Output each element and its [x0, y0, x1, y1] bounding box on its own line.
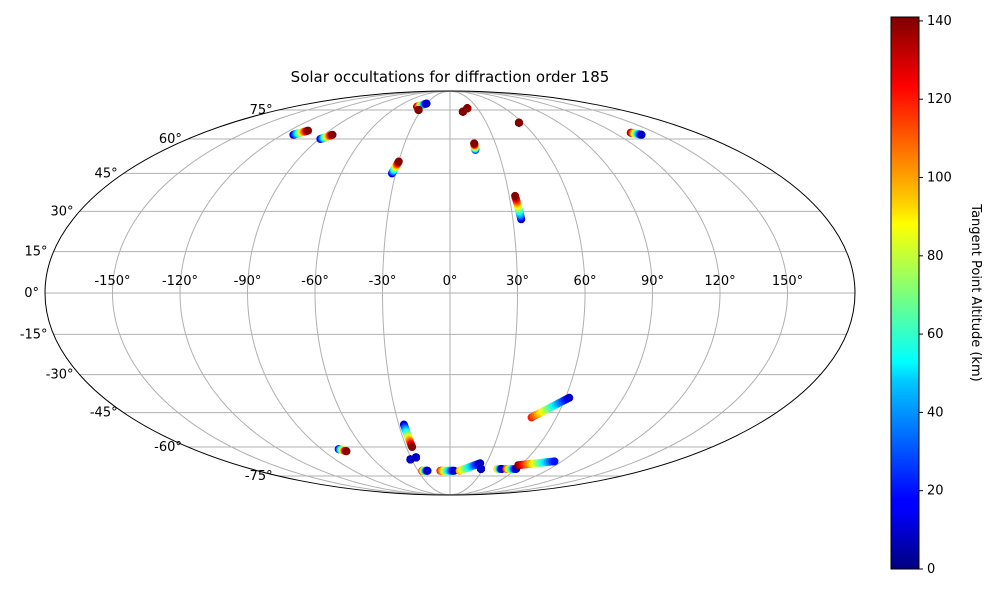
occultation-point: [637, 130, 646, 139]
colorbar-tick-label: 0: [927, 562, 935, 577]
colorbar-tick-label: 80: [927, 249, 944, 264]
lat-tick-label: -15°: [20, 327, 48, 342]
colorbar-tick-label: 40: [927, 405, 944, 420]
chart-title: Solar occultations for diffraction order…: [291, 68, 610, 86]
lon-tick-label: 90°: [641, 274, 664, 289]
colorbar-tick-label: 140: [927, 14, 952, 29]
occultation-point: [514, 118, 523, 127]
lon-tick-label: 30°: [506, 274, 529, 289]
occultation-point: [328, 130, 337, 139]
colorbar: [890, 16, 920, 570]
lon-tick-label: 0°: [443, 274, 458, 289]
lon-tick-label: 60°: [573, 274, 596, 289]
axis-tick-labels: -150° -120° -90° -60° -30° 0° 30° 60° 90° 120° 150…: [20, 103, 803, 484]
lon-tick-label: -30°: [369, 274, 397, 289]
occultation-point: [422, 99, 431, 108]
meridian-line: [111, 90, 451, 496]
lat-tick-label: 60°: [159, 132, 182, 147]
occultation-point: [408, 443, 417, 451]
colorbar-label: Tangent Point Altitude (km): [968, 203, 983, 381]
lat-tick-label: -75°: [245, 469, 273, 484]
meridian-line: [449, 90, 654, 496]
occultation-point: [476, 464, 485, 473]
lat-tick-label: 15°: [25, 245, 48, 260]
occultation-point: [304, 126, 313, 135]
colorbar-tick-label: 100: [927, 171, 952, 186]
colorbar-tick-label: 20: [927, 484, 944, 499]
colorbar-ticks: 0 20 40 60 80 100 120 140: [919, 14, 952, 577]
occultation-point: [565, 393, 574, 402]
lon-tick-label: 150°: [772, 274, 803, 289]
occultation-points: [289, 99, 646, 475]
occultation-point: [414, 105, 423, 114]
lat-tick-label: -30°: [46, 368, 74, 383]
lat-tick-label: 30°: [50, 204, 73, 219]
occultation-point: [412, 453, 420, 462]
map-boundary: [44, 90, 856, 496]
colorbar-tick-label: 60: [927, 327, 944, 342]
lon-tick-label: -150°: [94, 274, 130, 289]
graticule-grid: [45, 90, 855, 496]
occultation-point: [550, 457, 559, 466]
lon-tick-label: -120°: [162, 274, 198, 289]
meridian-line: [179, 90, 451, 496]
lat-tick-label: 75°: [250, 103, 273, 118]
meridian-line: [449, 90, 721, 496]
lat-tick-label: -60°: [154, 440, 182, 455]
lat-tick-label: 0°: [24, 286, 39, 301]
meridian-line: [449, 90, 789, 496]
occultation-point: [470, 139, 479, 148]
colorbar-tick-label: 120: [927, 92, 952, 107]
lon-tick-label: -90°: [234, 274, 262, 289]
occultation-point: [511, 191, 520, 200]
meridian-line: [449, 90, 586, 496]
meridian-line: [314, 90, 451, 496]
lon-tick-label: 120°: [704, 274, 735, 289]
lat-tick-label: 45°: [95, 166, 118, 181]
occultation-point: [394, 157, 403, 166]
occultation-point: [342, 447, 351, 456]
lon-tick-label: -60°: [301, 274, 329, 289]
meridian-line: [449, 90, 519, 496]
lat-tick-label: -45°: [90, 406, 118, 421]
occultation-point: [463, 104, 472, 113]
occultation-point: [423, 466, 432, 475]
meridian-line: [381, 90, 451, 496]
